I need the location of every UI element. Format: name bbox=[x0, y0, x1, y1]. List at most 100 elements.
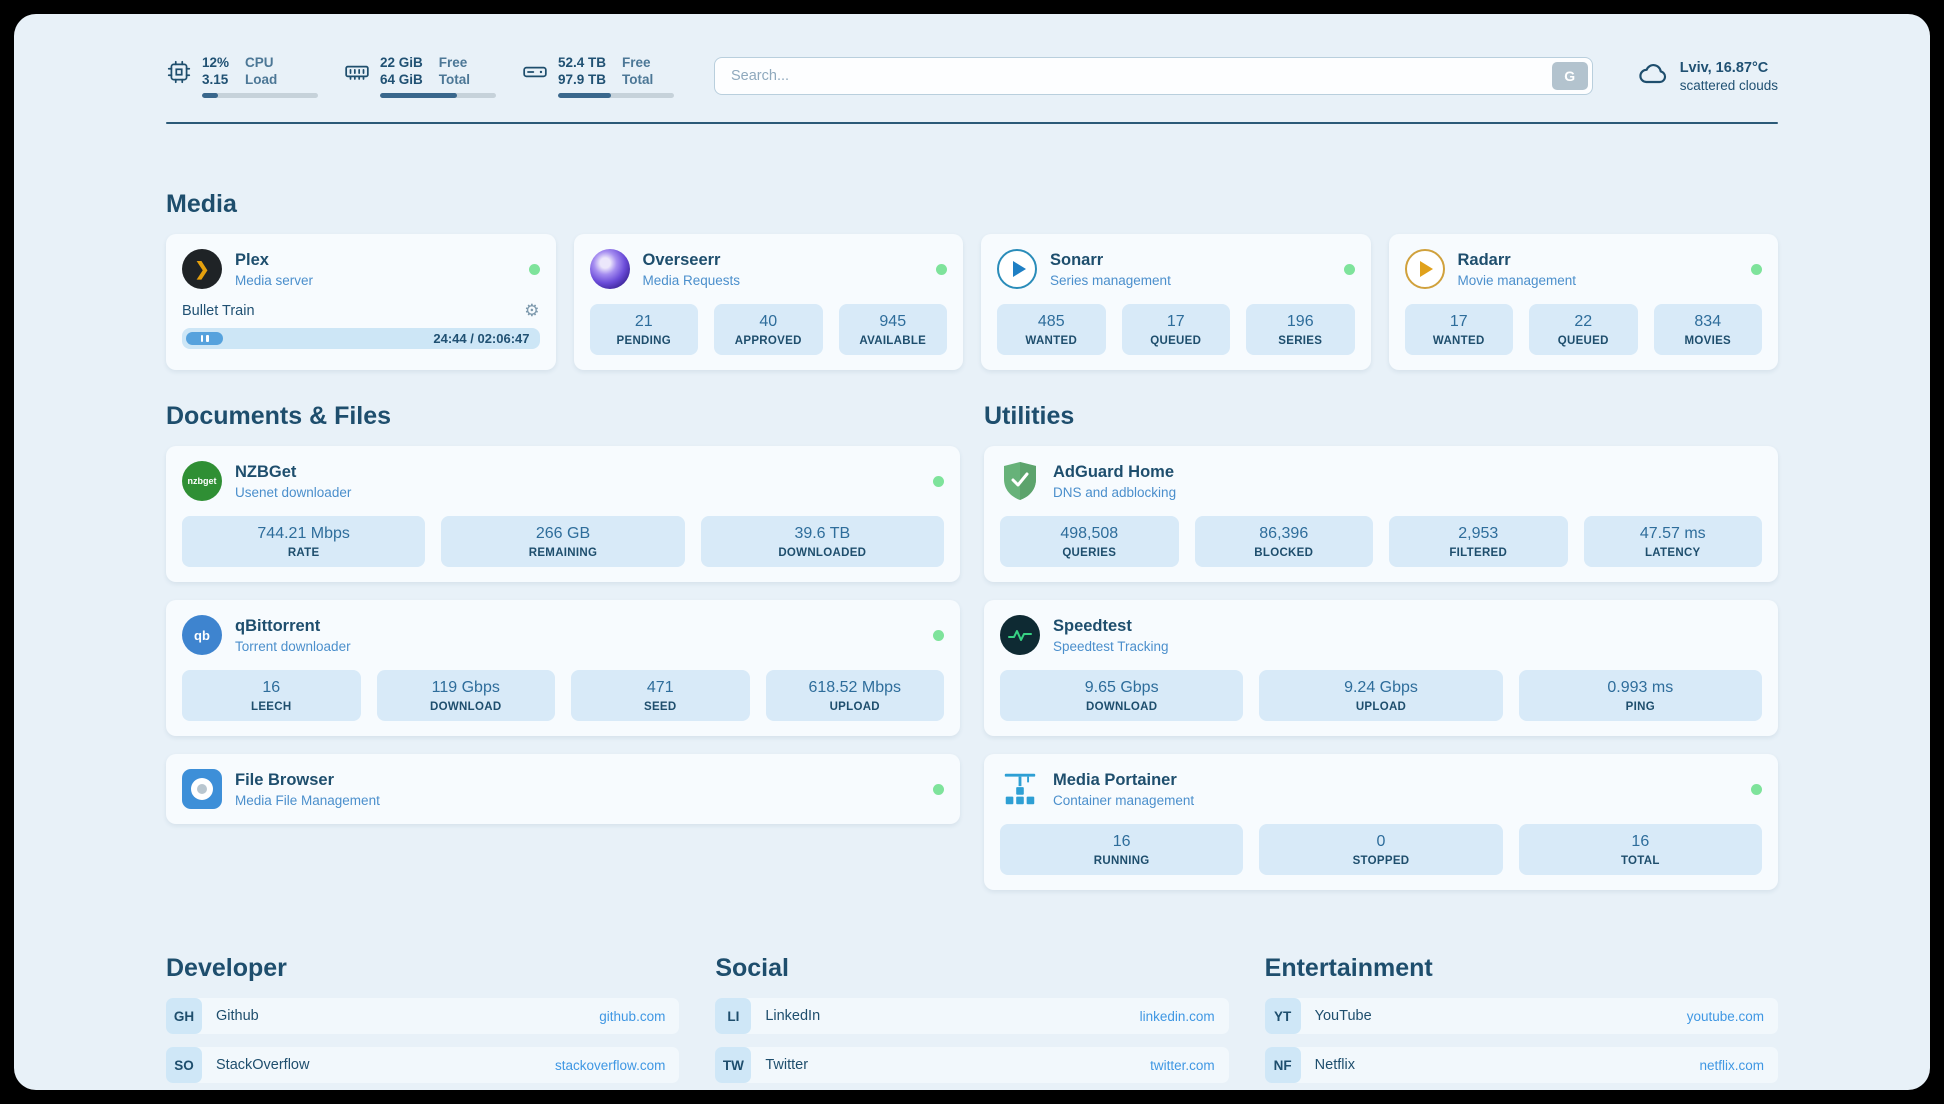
stats-row: 744.21 Mbps RATE 266 GB REMAINING 39.6 T… bbox=[182, 516, 944, 567]
stats-row: 9.65 Gbps DOWNLOAD 9.24 Gbps UPLOAD 0.99… bbox=[1000, 670, 1762, 721]
stat-approved: 40 APPROVED bbox=[714, 304, 823, 355]
stats-row: 485 WANTED 17 QUEUED 196 SERIES bbox=[997, 304, 1355, 355]
speedtest-icon bbox=[1000, 615, 1040, 655]
nzbget-icon: nzbget bbox=[182, 461, 222, 501]
status-dot bbox=[1343, 263, 1355, 275]
service-card-overseerr[interactable]: Overseerr Media Requests 21 PENDING 40 A… bbox=[573, 234, 963, 370]
service-subtitle: Speedtest Tracking bbox=[1053, 638, 1169, 654]
section-title-media: Media bbox=[166, 190, 237, 218]
service-subtitle: Media File Management bbox=[235, 792, 380, 808]
service-card-portainer[interactable]: Media Portainer Container management 16 … bbox=[984, 754, 1778, 890]
divider bbox=[166, 122, 1778, 124]
stat-queued: 17 QUEUED bbox=[1121, 304, 1230, 355]
service-card-qbittorrent[interactable]: qb qBittorrent Torrent downloader 16 bbox=[166, 600, 960, 736]
bookmark-youtube[interactable]: YT YouTube youtube.com bbox=[1264, 998, 1778, 1034]
cpu-progress-bar bbox=[202, 93, 318, 98]
stat-total: 16 TOTAL bbox=[1518, 824, 1762, 875]
bookmark-abbr: NF bbox=[1264, 1047, 1301, 1083]
bookmark-name: YouTube bbox=[1314, 1008, 1372, 1024]
bookmark-link[interactable]: linkedin.com bbox=[1139, 1008, 1215, 1024]
bookmark-github[interactable]: GH Github github.com bbox=[166, 998, 680, 1034]
portainer-icon bbox=[1000, 769, 1040, 809]
service-card-nzbget[interactable]: nzbget NZBGet Usenet downloader 744.21 M… bbox=[166, 446, 960, 582]
service-title: Media Portainer bbox=[1053, 770, 1177, 789]
disk-icon bbox=[522, 59, 548, 90]
cloud-icon bbox=[1637, 58, 1669, 95]
adguard-icon bbox=[1000, 461, 1040, 501]
bookmark-group-social: Social LI LinkedIn linkedin.com TW Twitt… bbox=[715, 954, 1229, 1090]
pause-icon[interactable] bbox=[186, 332, 223, 345]
stat-latency: 47.57 ms LATENCY bbox=[1583, 516, 1762, 567]
service-subtitle: DNS and adblocking bbox=[1053, 484, 1177, 500]
status-dot bbox=[1751, 263, 1762, 275]
status-dot bbox=[933, 475, 944, 487]
bookmark-name: Netflix bbox=[1314, 1057, 1355, 1073]
cpu-widget: 12% 3.15 CPU Load bbox=[166, 54, 318, 98]
service-title: File Browser bbox=[235, 770, 335, 789]
bookmark-link[interactable]: stackoverflow.com bbox=[555, 1057, 666, 1073]
stat-filtered: 2,953 FILTERED bbox=[1389, 516, 1568, 567]
stat-pending: 21 PENDING bbox=[589, 304, 698, 355]
stat-leech: 16 LEECH bbox=[182, 670, 361, 721]
playback-progress-bar[interactable]: 24:44 / 02:06:47 bbox=[182, 328, 540, 349]
service-card-radarr[interactable]: Radarr Movie management 17 WANTED 22 QUE… bbox=[1388, 234, 1778, 370]
bookmark-twitter[interactable]: TW Twitter twitter.com bbox=[715, 1047, 1229, 1083]
stat-downloaded: 39.6 TB DOWNLOADED bbox=[700, 516, 944, 567]
memory-total-value: 64 GiB bbox=[380, 72, 423, 87]
service-title: Sonarr bbox=[1050, 250, 1104, 269]
service-subtitle: Media server bbox=[235, 272, 314, 288]
service-subtitle: Series management bbox=[1050, 272, 1171, 288]
bookmark-stackoverflow[interactable]: SO StackOverflow stackoverflow.com bbox=[166, 1047, 680, 1083]
bookmark-link[interactable]: netflix.com bbox=[1699, 1057, 1764, 1073]
cpu-usage-value: 12% bbox=[202, 55, 230, 70]
search-box: G bbox=[714, 57, 1593, 95]
service-title: qBittorrent bbox=[235, 616, 321, 635]
service-card-plex[interactable]: ❯ Plex Media server Bullet Train ⚙ bbox=[166, 234, 556, 370]
plex-icon: ❯ bbox=[182, 249, 222, 289]
card-header: nzbget NZBGet Usenet downloader bbox=[182, 461, 944, 501]
bookmark-netflix[interactable]: NF Netflix netflix.com bbox=[1264, 1047, 1778, 1083]
utilities-section: Utilities bbox=[984, 402, 1778, 890]
stats-row: 498,508 QUERIES 86,396 BLOCKED 2,953 FIL… bbox=[1000, 516, 1762, 567]
disk-free-value: 52.4 TB bbox=[558, 55, 607, 70]
service-card-speedtest[interactable]: Speedtest Speedtest Tracking 9.65 Gbps D… bbox=[984, 600, 1778, 736]
service-card-sonarr[interactable]: Sonarr Series management 485 WANTED 17 Q… bbox=[981, 234, 1371, 370]
service-subtitle: Container management bbox=[1053, 792, 1195, 808]
memory-free-label: Free bbox=[438, 55, 468, 70]
stat-upload: 9.24 Gbps UPLOAD bbox=[1259, 670, 1503, 721]
section-title-documents: Documents & Files bbox=[166, 402, 392, 430]
stat-rate: 744.21 Mbps RATE bbox=[182, 516, 426, 567]
section-title-entertainment: Entertainment bbox=[1264, 954, 1433, 982]
bookmark-link[interactable]: twitter.com bbox=[1150, 1057, 1215, 1073]
bookmark-link[interactable]: github.com bbox=[599, 1008, 666, 1024]
radarr-icon bbox=[1404, 249, 1445, 289]
plex-now-playing: Bullet Train ⚙ 24:44 / 02:06:47 bbox=[182, 302, 540, 349]
stats-row: 16 LEECH 119 Gbps DOWNLOAD 471 SEED bbox=[182, 670, 944, 721]
bookmark-link[interactable]: youtube.com bbox=[1686, 1008, 1764, 1024]
weather-widget: Lviv, 16.87°C scattered clouds bbox=[1637, 58, 1778, 95]
stat-upload: 618.52 Mbps UPLOAD bbox=[765, 670, 944, 721]
memory-progress-bar bbox=[380, 93, 496, 98]
disk-total-value: 97.9 TB bbox=[558, 72, 607, 87]
service-card-adguard[interactable]: AdGuard Home DNS and adblocking 498,508 … bbox=[984, 446, 1778, 582]
stats-row: 21 PENDING 40 APPROVED 945 AVAILABLE bbox=[589, 304, 947, 355]
service-subtitle: Media Requests bbox=[642, 272, 741, 288]
google-search-button[interactable]: G bbox=[1551, 62, 1588, 90]
search-input[interactable] bbox=[714, 57, 1593, 95]
service-title: Overseerr bbox=[642, 250, 721, 269]
gear-icon[interactable]: ⚙ bbox=[524, 301, 540, 320]
service-card-filebrowser[interactable]: File Browser Media File Management bbox=[166, 754, 960, 824]
memory-total-label: Total bbox=[438, 72, 471, 87]
status-dot bbox=[933, 629, 944, 641]
stat-remaining: 266 GB REMAINING bbox=[441, 516, 685, 567]
bookmark-abbr: TW bbox=[715, 1047, 752, 1083]
section-title-social: Social bbox=[715, 954, 789, 982]
filebrowser-icon bbox=[182, 769, 222, 809]
cpu-load-label: Load bbox=[245, 72, 278, 87]
stat-download: 119 Gbps DOWNLOAD bbox=[376, 670, 555, 721]
bookmark-group-entertainment: Entertainment YT YouTube youtube.com NF … bbox=[1264, 954, 1778, 1090]
plex-glyph: ❯ bbox=[194, 258, 210, 279]
stat-queued: 22 QUEUED bbox=[1529, 304, 1638, 355]
stat-blocked: 86,396 BLOCKED bbox=[1194, 516, 1373, 567]
bookmark-linkedin[interactable]: LI LinkedIn linkedin.com bbox=[715, 998, 1229, 1034]
